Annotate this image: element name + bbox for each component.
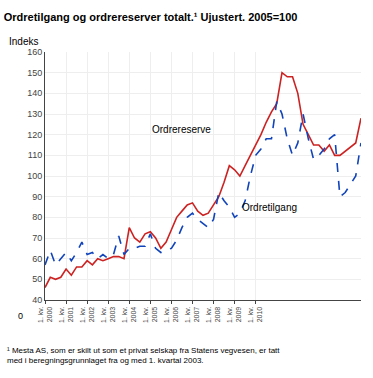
svg-text:1. kv.2004: 1. kv.2004 <box>121 307 137 323</box>
svg-text:50: 50 <box>32 274 42 284</box>
svg-text:1. kv.2002: 1. kv.2002 <box>79 307 95 323</box>
svg-text:1. kv.2010: 1. kv.2010 <box>247 307 263 323</box>
svg-text:90: 90 <box>32 192 42 202</box>
svg-text:150: 150 <box>27 68 42 78</box>
svg-text:160: 160 <box>27 47 42 57</box>
svg-text:¹ Mesta AS, som er skilt ut so: ¹ Mesta AS, som er skilt ut som et priva… <box>7 346 280 365</box>
svg-text:70: 70 <box>32 233 42 243</box>
svg-text:80: 80 <box>32 212 42 222</box>
svg-text:1. kv.2009: 1. kv.2009 <box>226 307 242 323</box>
svg-text:1. kv.2007: 1. kv.2007 <box>184 307 200 323</box>
svg-text:1. kv.2001: 1. kv.2001 <box>58 307 74 323</box>
svg-text:140: 140 <box>27 88 42 98</box>
svg-text:Ordretilgang: Ordretilgang <box>242 202 297 213</box>
svg-text:100: 100 <box>27 171 42 181</box>
svg-text:Ordretilgang og ordrereserver: Ordretilgang og ordrereserver totalt.¹ U… <box>4 11 298 23</box>
svg-text:40: 40 <box>32 295 42 305</box>
svg-text:1. kv.2000: 1. kv.2000 <box>37 307 53 323</box>
svg-text:60: 60 <box>32 254 42 264</box>
svg-text:1. kv.2003: 1. kv.2003 <box>100 307 116 323</box>
svg-text:1. kv.2005: 1. kv.2005 <box>142 307 158 323</box>
svg-text:Indeks: Indeks <box>9 36 38 47</box>
svg-text:1. kv.2006: 1. kv.2006 <box>163 307 179 323</box>
svg-text:130: 130 <box>27 109 42 119</box>
svg-text:Ordrereserve: Ordrereserve <box>152 124 211 135</box>
svg-text:120: 120 <box>27 130 42 140</box>
svg-text:1. kv.2008: 1. kv.2008 <box>205 307 221 323</box>
svg-text:0: 0 <box>18 311 23 321</box>
svg-text:110: 110 <box>28 150 42 160</box>
